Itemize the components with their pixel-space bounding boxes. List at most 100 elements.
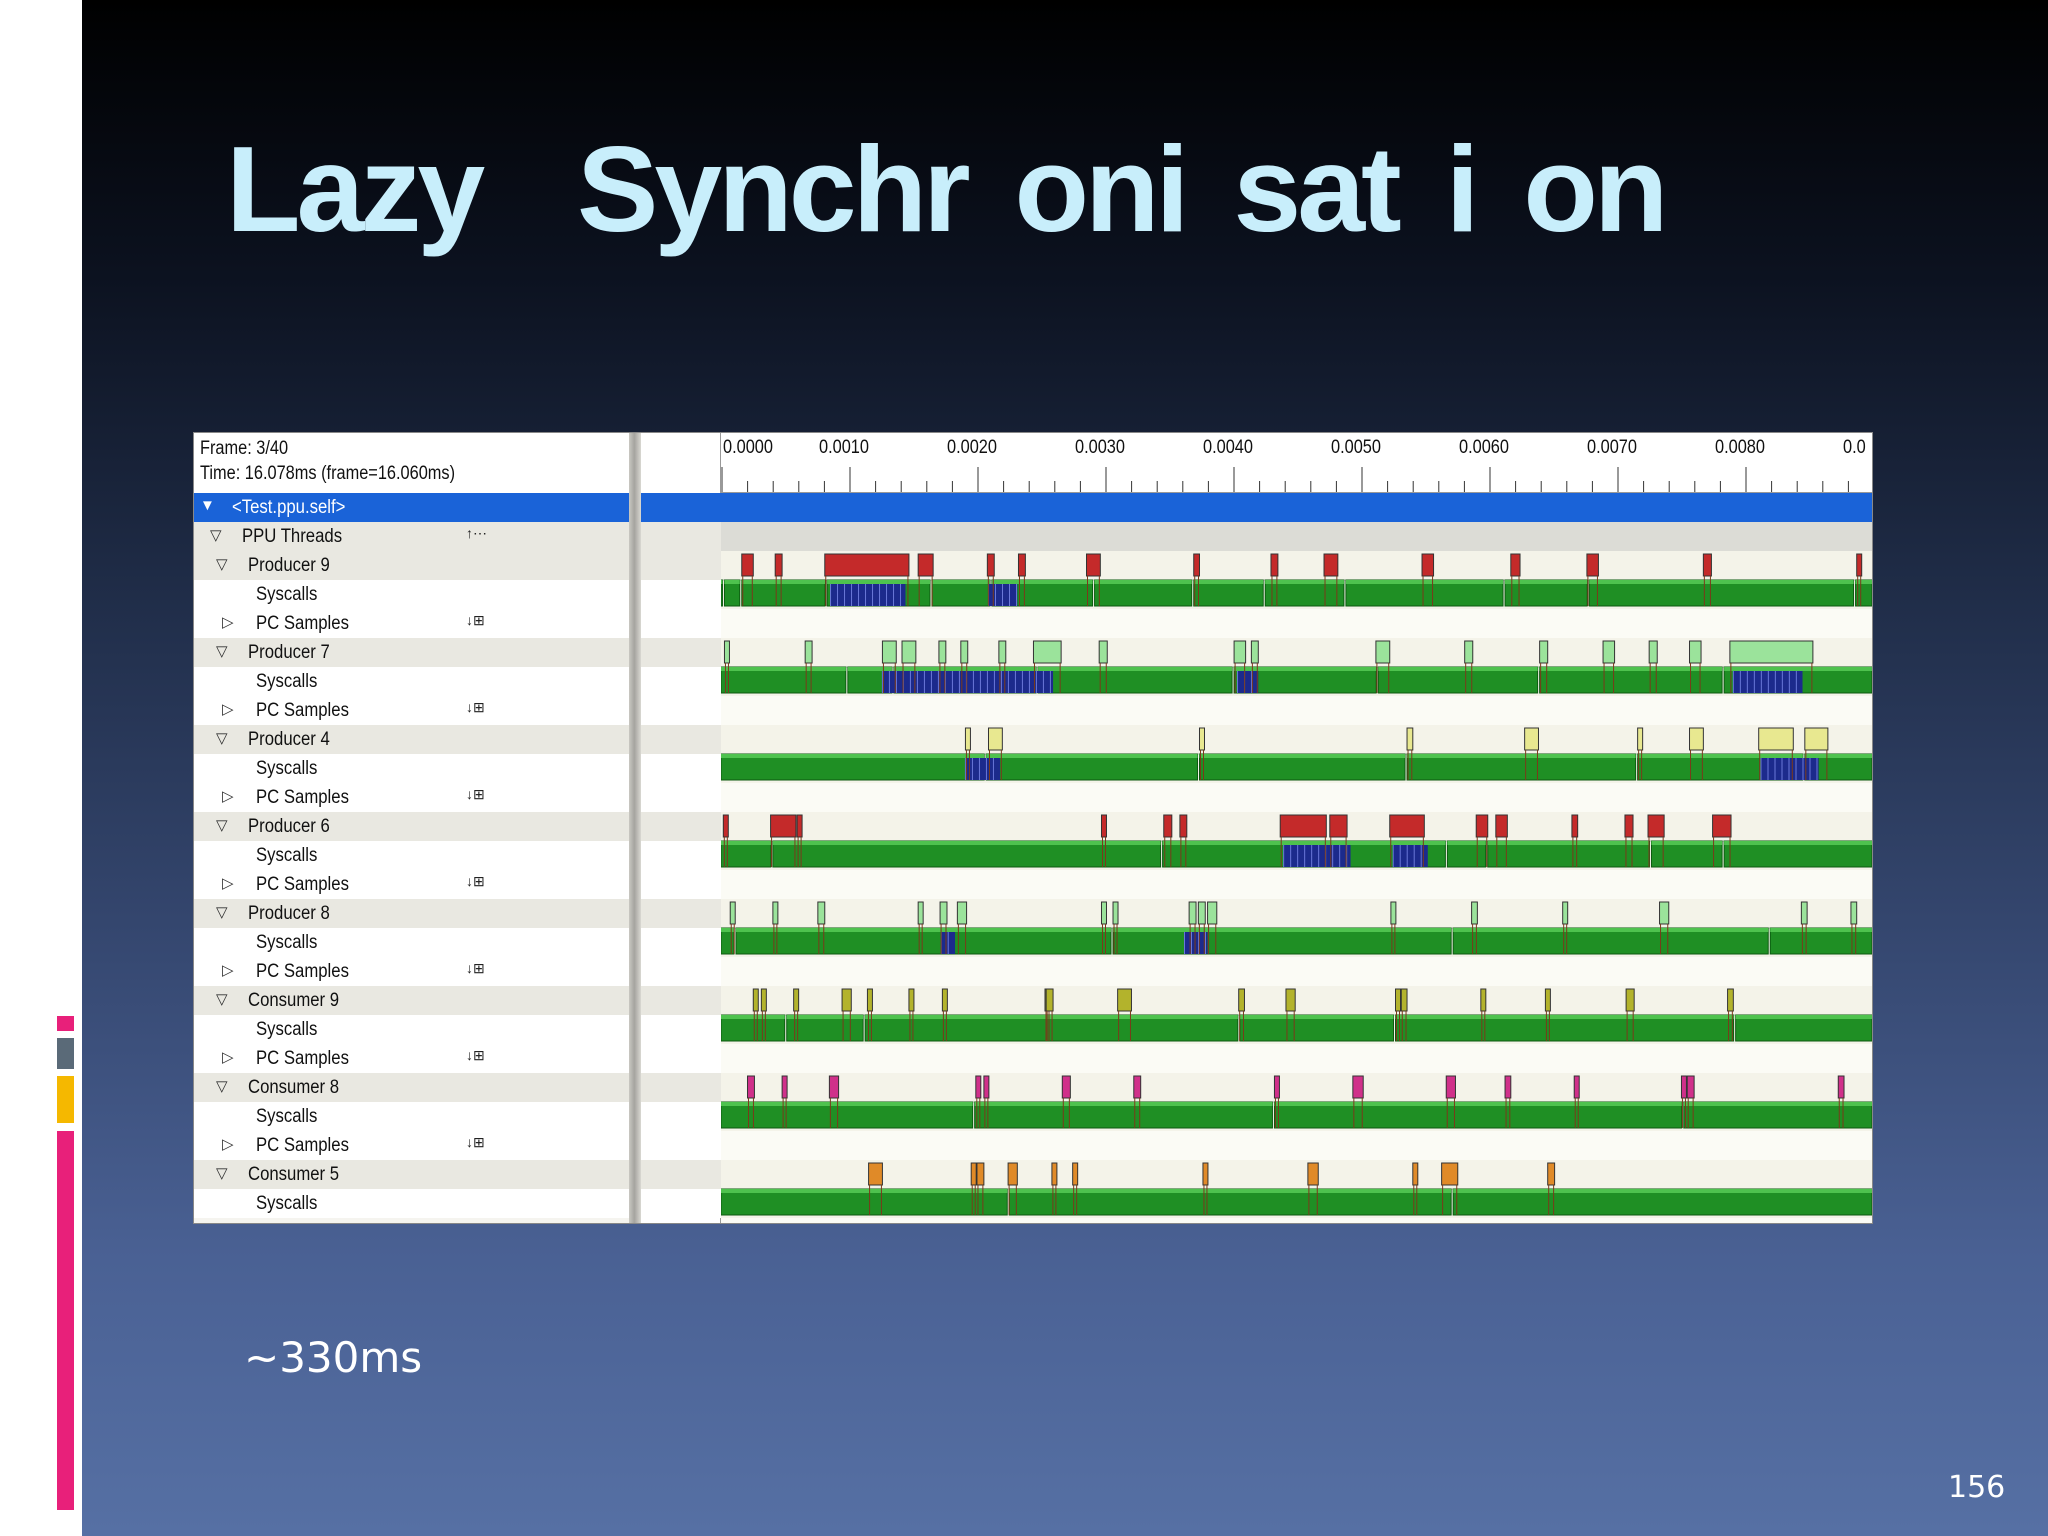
syscall-marker: [1648, 640, 1658, 664]
tree-row[interactable]: ▷ PC Samples ↓⊞: [194, 870, 629, 899]
tree-row-label: PC Samples: [256, 1048, 349, 1069]
tree-row[interactable]: Syscalls: [194, 928, 629, 957]
expand-toggle-icon[interactable]: ▷: [222, 962, 234, 979]
tree-row[interactable]: ▼ <Test.ppu.self>: [194, 493, 629, 522]
syscall-marker: [1856, 553, 1863, 577]
syscall-marker: [1539, 640, 1549, 664]
syscall-marker: [901, 640, 917, 664]
tree-row[interactable]: ▷ PC Samples ↓⊞: [194, 696, 629, 725]
tree-row[interactable]: ▷ PC Samples ↓⊞: [194, 609, 629, 638]
tree-row-label: PPU Threads: [242, 526, 343, 547]
syscall-marker: [1112, 901, 1119, 925]
tree-row[interactable]: Syscalls: [194, 667, 629, 696]
activity-bar: [1723, 840, 1872, 868]
syscall-marker: [1712, 814, 1732, 838]
syscall-marker: [752, 988, 759, 1012]
expand-samples-icon[interactable]: ↓⊞: [466, 699, 485, 715]
expand-toggle-icon[interactable]: ▷: [222, 1136, 234, 1153]
expand-toggle-icon[interactable]: ▷: [222, 1049, 234, 1066]
activity-bar-highlight: [893, 667, 1037, 671]
syscall-marker: [1198, 727, 1205, 751]
ruler-label: 0.0010: [819, 437, 869, 458]
expand-toggle-icon[interactable]: ▽: [216, 643, 228, 660]
expand-toggle-icon[interactable]: ▽: [216, 1078, 228, 1095]
syscall-marker: [881, 640, 897, 664]
expand-toggle-icon[interactable]: ▽: [216, 730, 228, 747]
frame-info-header: Frame: 3/40 Time: 16.078ms (frame=16.060…: [194, 433, 629, 493]
syscall-marker: [956, 901, 968, 925]
activity-bar-highlight: [1724, 841, 1872, 845]
syscall-marker: [1562, 901, 1569, 925]
expand-samples-icon[interactable]: ↓⊞: [466, 1047, 485, 1063]
tree-row[interactable]: Syscalls: [194, 1102, 629, 1131]
tree-row[interactable]: Syscalls: [194, 754, 629, 783]
tree-row[interactable]: ▷ PC Samples ↓⊞: [194, 1131, 629, 1160]
activity-bar-highlight: [865, 1015, 1238, 1019]
samples-lane: [721, 609, 1872, 638]
syscall-marker: [1573, 1075, 1580, 1099]
blocked-region: [1237, 671, 1259, 693]
activity-bar: [1452, 1188, 1872, 1216]
expand-toggle-icon[interactable]: ▽: [216, 817, 228, 834]
expand-toggle-icon[interactable]: ▷: [222, 614, 234, 631]
syscall-marker: [1659, 901, 1670, 925]
expand-samples-icon[interactable]: ↓⊞: [466, 612, 485, 628]
expand-toggle-icon[interactable]: ▷: [222, 701, 234, 718]
activity-bar-highlight: [721, 1015, 785, 1019]
activity-bar: [1008, 1188, 1452, 1216]
activity-bar-highlight: [1487, 841, 1650, 845]
expand-toggle-icon[interactable]: ▽: [216, 1165, 228, 1182]
tree-row[interactable]: ▽ PPU Threads ↑⋯: [194, 522, 629, 551]
expand-toggle-icon[interactable]: ▷: [222, 875, 234, 892]
blocked-region: [1393, 845, 1428, 867]
tree-row-label: Producer 9: [248, 555, 330, 576]
tree-row[interactable]: ▽ Consumer 5: [194, 1160, 629, 1189]
expand-samples-icon[interactable]: ↓⊞: [466, 873, 485, 889]
panel-splitter[interactable]: [629, 433, 641, 1223]
gutter-row: [641, 522, 721, 551]
activity-bar-highlight: [721, 667, 846, 671]
tree-row[interactable]: ▽ Producer 7: [194, 638, 629, 667]
tree-row[interactable]: ▷ PC Samples ↓⊞: [194, 1044, 629, 1073]
gutter-row: [641, 638, 721, 667]
tree-row[interactable]: Syscalls: [194, 1189, 629, 1218]
gutter-row: [641, 493, 721, 522]
expand-toggle-icon[interactable]: ▽: [210, 527, 222, 544]
slide-title: Lazy Synchr oni sat i on: [226, 121, 1668, 257]
syscall-marker: [1395, 988, 1402, 1012]
expand-samples-icon[interactable]: ↓⊞: [466, 1134, 485, 1150]
tree-row[interactable]: ▽ Producer 4: [194, 725, 629, 754]
activity-bar-highlight: [1162, 841, 1446, 845]
tree-row-label: PC Samples: [256, 787, 349, 808]
expand-samples-icon[interactable]: ↓⊞: [466, 960, 485, 976]
syscall-marker: [1624, 814, 1634, 838]
syscall-marker: [1233, 640, 1247, 664]
syscall-marker: [1045, 988, 1054, 1012]
syscall-marker: [1480, 988, 1487, 1012]
blocked-region: [1283, 845, 1351, 867]
syscall-marker: [1850, 901, 1858, 925]
tree-row[interactable]: ▽ Consumer 9: [194, 986, 629, 1015]
tree-row[interactable]: Syscalls: [194, 1015, 629, 1044]
expand-toggle-icon[interactable]: ▽: [216, 904, 228, 921]
tree-row[interactable]: Syscalls: [194, 580, 629, 609]
tree-row[interactable]: ▷ PC Samples ↓⊞: [194, 957, 629, 986]
tree-row[interactable]: ▽ Producer 8: [194, 899, 629, 928]
sort-up-icon[interactable]: ↑⋯: [466, 525, 487, 541]
tree-row[interactable]: ▽ Producer 9: [194, 551, 629, 580]
activity-bar-highlight: [827, 580, 930, 584]
activity-bar-highlight: [741, 580, 826, 584]
tree-row[interactable]: ▽ Consumer 8: [194, 1073, 629, 1102]
activity-bar-highlight: [1539, 667, 1723, 671]
tree-row[interactable]: Syscalls: [194, 841, 629, 870]
tree-row[interactable]: ▷ PC Samples ↓⊞: [194, 783, 629, 812]
expand-samples-icon[interactable]: ↓⊞: [466, 786, 485, 802]
activity-bar-highlight: [1234, 667, 1377, 671]
tree-row[interactable]: ▽ Producer 6: [194, 812, 629, 841]
expand-toggle-icon[interactable]: ▼: [200, 497, 215, 514]
expand-toggle-icon[interactable]: ▽: [216, 556, 228, 573]
expand-toggle-icon[interactable]: ▽: [216, 991, 228, 1008]
expand-toggle-icon[interactable]: ▷: [222, 788, 234, 805]
syscall-marker: [1524, 727, 1539, 751]
